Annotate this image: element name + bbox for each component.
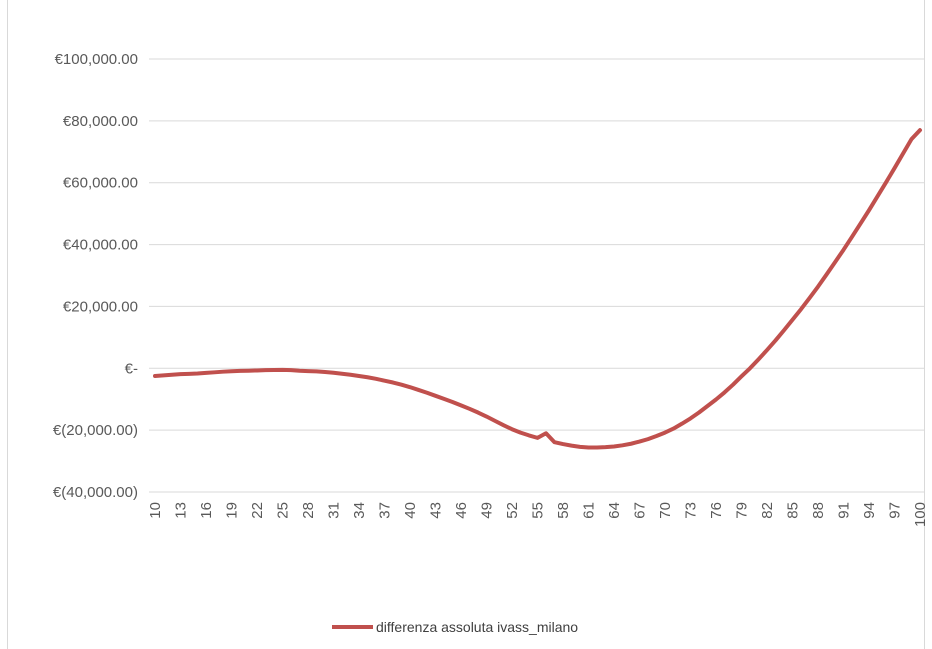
- x-tick-label: 25: [275, 502, 292, 519]
- x-tick-label: 91: [836, 502, 853, 519]
- x-tick-label: 85: [785, 502, 802, 519]
- y-tick-label: €40,000.00: [63, 237, 138, 254]
- x-tick-label: 43: [428, 502, 445, 519]
- y-tick-label: €80,000.00: [63, 113, 138, 130]
- legend-label: differenza assoluta ivass_milano: [376, 619, 578, 635]
- legend: differenza assoluta ivass_milano: [332, 619, 578, 635]
- x-tick-label: 49: [479, 502, 496, 519]
- x-axis-tick-labels: 10 13 16 19 22 25 28 31 34 37 40 43 46 49 52 55 58 61 64 67…: [147, 502, 929, 527]
- x-tick-label: 19: [224, 502, 241, 519]
- x-tick-label: 55: [530, 502, 547, 519]
- series-line: [153, 128, 922, 450]
- y-axis-tick-labels: €100,000.00 €80,000.00 €60,000.00 €40,000.0…: [53, 51, 138, 501]
- y-tick-label: €100,000.00: [55, 51, 138, 68]
- y-tick-label: €-: [125, 360, 138, 377]
- x-tick-label: 31: [326, 502, 343, 519]
- series-lines: [153, 128, 922, 450]
- x-tick-label: 82: [759, 502, 776, 519]
- x-tick-label: 28: [300, 502, 317, 519]
- x-tick-label: 94: [861, 502, 878, 519]
- x-tick-label: 13: [173, 502, 190, 519]
- x-tick-label: 34: [351, 502, 368, 519]
- x-tick-label: 79: [734, 502, 751, 519]
- x-tick-label: 97: [887, 502, 904, 519]
- x-tick-label: 73: [683, 502, 700, 519]
- y-tick-label: €(20,000.00): [53, 422, 138, 439]
- x-tick-label: 64: [606, 502, 623, 519]
- x-tick-label: 37: [377, 502, 394, 519]
- x-tick-label: 52: [504, 502, 521, 519]
- gridlines: [149, 58, 925, 493]
- x-tick-label: 40: [402, 502, 419, 519]
- x-tick-label: 46: [453, 502, 470, 519]
- x-tick-label: 61: [581, 502, 598, 519]
- y-tick-label: €(40,000.00): [53, 484, 138, 501]
- y-tick-label: €20,000.00: [63, 298, 138, 315]
- x-tick-label: 100: [912, 502, 929, 527]
- x-tick-label: 88: [810, 502, 827, 519]
- x-tick-label: 22: [249, 502, 266, 519]
- x-tick-label: 58: [555, 502, 572, 519]
- chart-frame: [7, 0, 925, 649]
- x-tick-label: 70: [657, 502, 674, 519]
- x-tick-label: 16: [198, 502, 215, 519]
- x-tick-label: 76: [708, 502, 725, 519]
- x-tick-label: 10: [147, 502, 164, 519]
- x-tick-label: 67: [632, 502, 649, 519]
- y-tick-label: €60,000.00: [63, 175, 138, 192]
